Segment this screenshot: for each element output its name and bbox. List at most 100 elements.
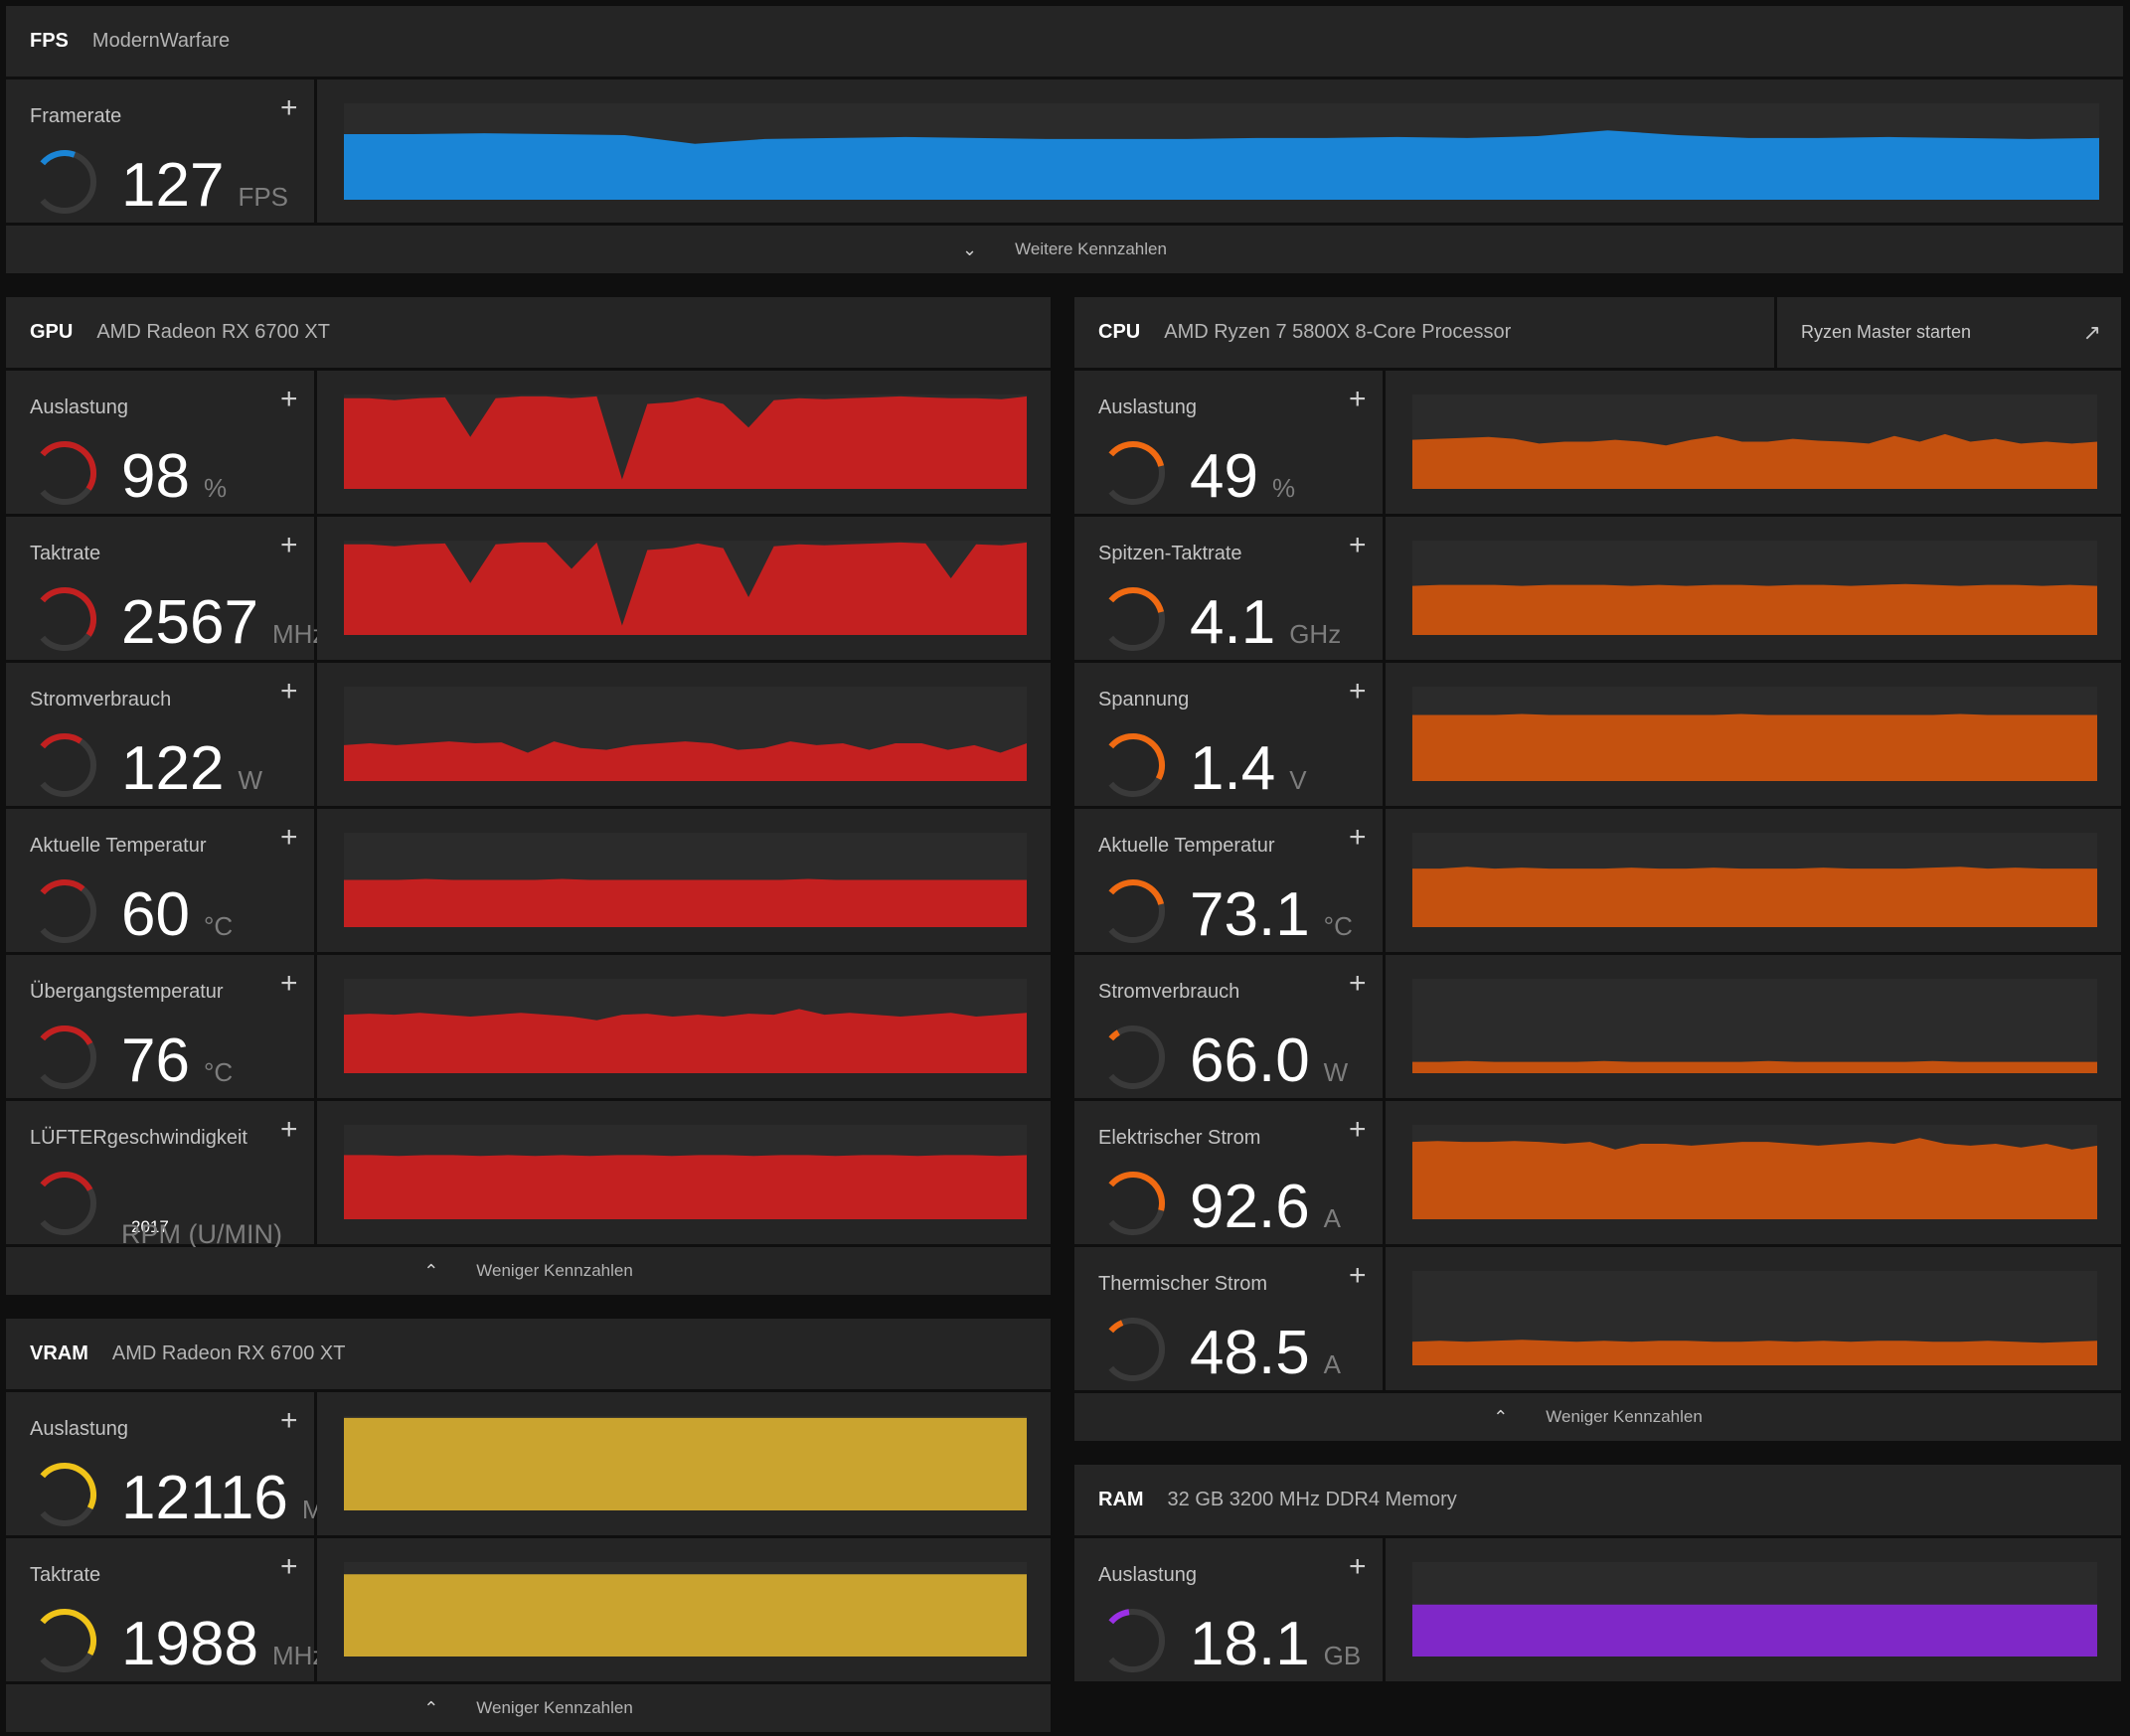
sparkline <box>344 1562 1027 1657</box>
sparkline <box>1412 1125 2097 1219</box>
sparkline-area <box>1412 583 2097 635</box>
metric-value: 49% <box>1190 442 1296 511</box>
metric-info: Thermischer Strom + 48.5 A <box>1074 1247 1383 1390</box>
gauge-icon <box>1108 879 1165 943</box>
vram-tag: VRAM <box>30 1342 88 1364</box>
sparkline-area <box>1412 1138 2097 1219</box>
gauge-icon <box>40 1172 96 1235</box>
plus-icon[interactable]: + <box>1349 675 1367 708</box>
plus-icon[interactable]: + <box>280 529 298 561</box>
ryzen-master-label: Ryzen Master starten <box>1801 322 1972 342</box>
sparkline <box>1412 1562 2097 1657</box>
ram-header: RAM 32 GB 3200 MHz DDR4 Memory <box>1074 1465 2121 1535</box>
plus-icon[interactable]: + <box>1349 383 1367 415</box>
metric-row: Taktrate + 2567 MHz <box>6 517 1051 660</box>
metric-unit: °C <box>203 1057 234 1087</box>
metric-value: 1.4 V <box>1190 734 1307 803</box>
plus-icon[interactable]: + <box>1349 967 1367 1000</box>
sparkline-area <box>344 395 1027 489</box>
metric-row-framerate: Framerate + 127 FPS <box>6 79 2123 223</box>
sparkline-area <box>344 1155 1027 1219</box>
metric-info: Stromverbrauch + 122 W <box>6 663 314 806</box>
cpu-device-name: AMD Ryzen 7 5800X 8-Core Processor <box>1164 321 1512 343</box>
gauge-fill <box>40 441 96 491</box>
gauge-fill <box>1108 1320 1124 1334</box>
metric-label: Spitzen-Taktrate <box>1098 543 1242 564</box>
metric-graph <box>317 809 1051 952</box>
chevron-up-icon: ⌃ <box>423 1697 439 1718</box>
ram-device-name: 32 GB 3200 MHz DDR4 Memory <box>1167 1489 1457 1510</box>
gauge-fill <box>1108 733 1165 781</box>
metric-label: Auslastung <box>30 396 128 418</box>
gauge-icon <box>1108 441 1165 505</box>
metric-graph <box>317 955 1051 1098</box>
gauge-track <box>1108 1609 1165 1672</box>
more-metrics-button[interactable]: ⌄ Weitere Kennzahlen <box>6 226 2123 273</box>
cpu-tag: CPU <box>1098 321 1141 343</box>
plus-icon[interactable]: + <box>280 91 298 124</box>
metric-label: Aktuelle Temperatur <box>30 835 207 857</box>
metric-graph <box>1386 663 2121 806</box>
metric-unit: A <box>1323 1349 1342 1379</box>
plus-icon[interactable]: + <box>1349 1259 1367 1292</box>
metric-row: LÜFTERgeschwindigkeit + 2017 RPM (U/MIN) <box>6 1101 1051 1249</box>
metric-row: Auslastung + 12116MB <box>6 1392 1051 1535</box>
metric-row: Auslastung + 18.1 GB <box>1074 1538 2121 1681</box>
sparkline-area <box>1412 713 2097 781</box>
plus-icon[interactable]: + <box>280 1113 298 1146</box>
footer-label: Weniger Kennzahlen <box>1546 1407 1703 1426</box>
sparkline-fps <box>344 103 2099 200</box>
metric-label: Elektrischer Strom <box>1098 1127 1261 1149</box>
metric-label: LÜFTERgeschwindigkeit <box>30 1127 247 1149</box>
plus-icon[interactable]: + <box>280 383 298 415</box>
sparkline-area <box>1412 867 2097 927</box>
metric-value: 2017 RPM (U/MIN) <box>121 1217 282 1249</box>
metric-label: Auslastung <box>1098 1564 1197 1586</box>
plus-icon[interactable]: + <box>280 821 298 854</box>
metric-unit: % <box>1271 473 1296 503</box>
gauge-icon <box>1108 1026 1165 1089</box>
metric-info: Auslastung + 12116MB <box>6 1392 341 1535</box>
sparkline <box>344 687 1027 781</box>
metric-value: 2567 MHz <box>121 588 326 657</box>
plus-icon[interactable]: + <box>280 675 298 708</box>
metric-value: 73.1 °C <box>1190 880 1353 949</box>
less-metrics-button[interactable]: ⌃ Weniger Kennzahlen <box>6 1684 1051 1732</box>
gauge-fill <box>1108 1029 1120 1041</box>
gauge-fill <box>1108 879 1165 905</box>
gpu-header: GPU AMD Radeon RX 6700 XT <box>6 297 1051 368</box>
plus-icon[interactable]: + <box>1349 1550 1367 1583</box>
vram-header: VRAM AMD Radeon RX 6700 XT <box>6 1319 1051 1389</box>
metric-graph <box>317 517 1051 660</box>
metric-info: Elektrischer Strom + 92.6 A <box>1074 1101 1383 1244</box>
plus-icon[interactable]: + <box>1349 821 1367 854</box>
plus-icon[interactable]: + <box>280 967 298 1000</box>
sparkline <box>1412 1271 2097 1365</box>
gauge-fill <box>40 1609 96 1657</box>
metric-unit: MHz <box>271 1641 326 1670</box>
metric-label: Taktrate <box>30 543 101 564</box>
sparkline-area <box>344 1417 1027 1510</box>
gauge-track <box>1108 1318 1165 1381</box>
gauge-track <box>40 150 96 214</box>
metric-value: 12116MB <box>121 1468 341 1540</box>
plus-icon[interactable]: + <box>1349 1113 1367 1146</box>
plus-icon[interactable]: + <box>280 1550 298 1583</box>
plus-icon[interactable]: + <box>280 1404 298 1437</box>
plus-icon[interactable]: + <box>1349 529 1367 561</box>
metric-row: Auslastung + 98% <box>6 371 1051 514</box>
metric-label: Auslastung <box>1098 396 1197 418</box>
less-metrics-button[interactable]: ⌃ Weniger Kennzahlen <box>6 1247 1051 1295</box>
metric-unit: °C <box>203 911 234 941</box>
metric-graph <box>317 663 1051 806</box>
footer-label: Weniger Kennzahlen <box>476 1261 633 1280</box>
sparkline <box>344 395 1027 489</box>
metric-graph <box>1386 371 2121 514</box>
gauge-fill <box>40 1463 96 1510</box>
less-metrics-button[interactable]: ⌃ Weniger Kennzahlen <box>1074 1393 2121 1441</box>
ryzen-master-button[interactable]: Ryzen Master starten ↗ <box>1774 297 2121 368</box>
sparkline-area <box>1412 1060 2097 1073</box>
metric-graph <box>317 371 1051 514</box>
metric-row: Aktuelle Temperatur + 60 °C <box>6 809 1051 952</box>
metric-unit: FPS <box>238 182 289 212</box>
